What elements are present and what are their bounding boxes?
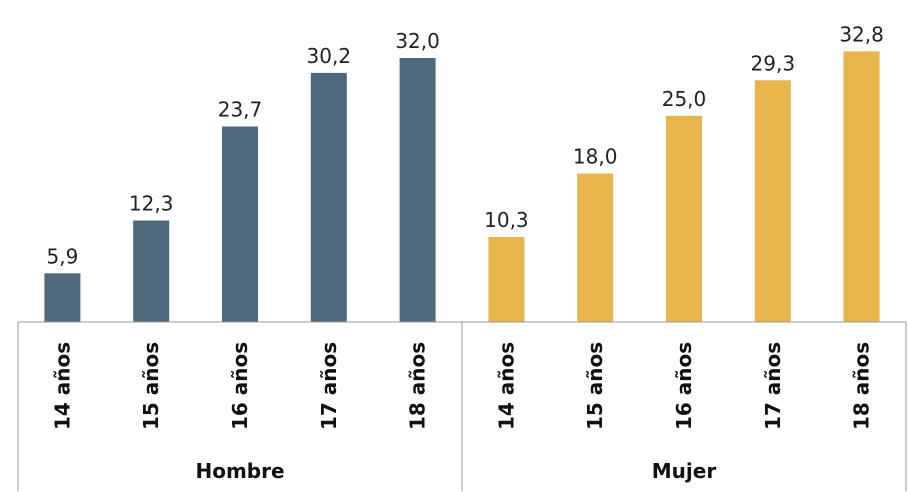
bar-mujer-1 bbox=[488, 237, 525, 322]
bar-hombre-4 bbox=[310, 72, 347, 323]
data-label: 5,9 bbox=[46, 244, 78, 268]
category-tick-label: 14 años bbox=[494, 342, 518, 430]
data-label: 32,0 bbox=[395, 29, 440, 53]
category-tick-label: 18 años bbox=[406, 342, 430, 430]
category-tick-label: 16 años bbox=[228, 342, 252, 430]
data-label: 29,3 bbox=[751, 51, 796, 75]
data-label: 10,3 bbox=[484, 208, 529, 232]
category-tick-label: 17 años bbox=[761, 342, 785, 430]
bar-hombre-5 bbox=[399, 58, 436, 322]
category-tick-label: 18 años bbox=[850, 342, 874, 430]
category-tick-label: 14 años bbox=[50, 342, 74, 430]
bar-mujer-5 bbox=[843, 51, 880, 323]
data-label: 18,0 bbox=[573, 145, 618, 169]
labels-layer: 5,9 14 años 12,3 15 años 23,7 16 años 30,2 17 a… bbox=[46, 22, 883, 483]
data-label: 25,0 bbox=[662, 87, 707, 111]
group-label-hombre: Hombre bbox=[195, 459, 284, 483]
data-label: 23,7 bbox=[218, 98, 263, 122]
data-label: 32,8 bbox=[839, 22, 884, 46]
bar-hombre-1 bbox=[44, 273, 81, 322]
category-tick-label: 16 años bbox=[672, 342, 696, 430]
group-label-mujer: Mujer bbox=[652, 459, 717, 483]
bar-mujer-4 bbox=[754, 80, 791, 322]
category-tick-label: 15 años bbox=[139, 342, 163, 430]
bar-hombre-2 bbox=[133, 220, 170, 322]
category-tick-label: 15 años bbox=[583, 342, 607, 430]
axis-layer bbox=[17, 321, 907, 491]
bar-mujer-2 bbox=[577, 173, 614, 322]
category-tick-label: 17 años bbox=[317, 342, 341, 430]
bar-mujer-3 bbox=[666, 115, 702, 322]
bars-layer bbox=[44, 51, 880, 323]
data-label: 12,3 bbox=[129, 192, 174, 216]
data-label: 30,2 bbox=[307, 44, 352, 68]
bar-hombre-3 bbox=[222, 126, 258, 322]
